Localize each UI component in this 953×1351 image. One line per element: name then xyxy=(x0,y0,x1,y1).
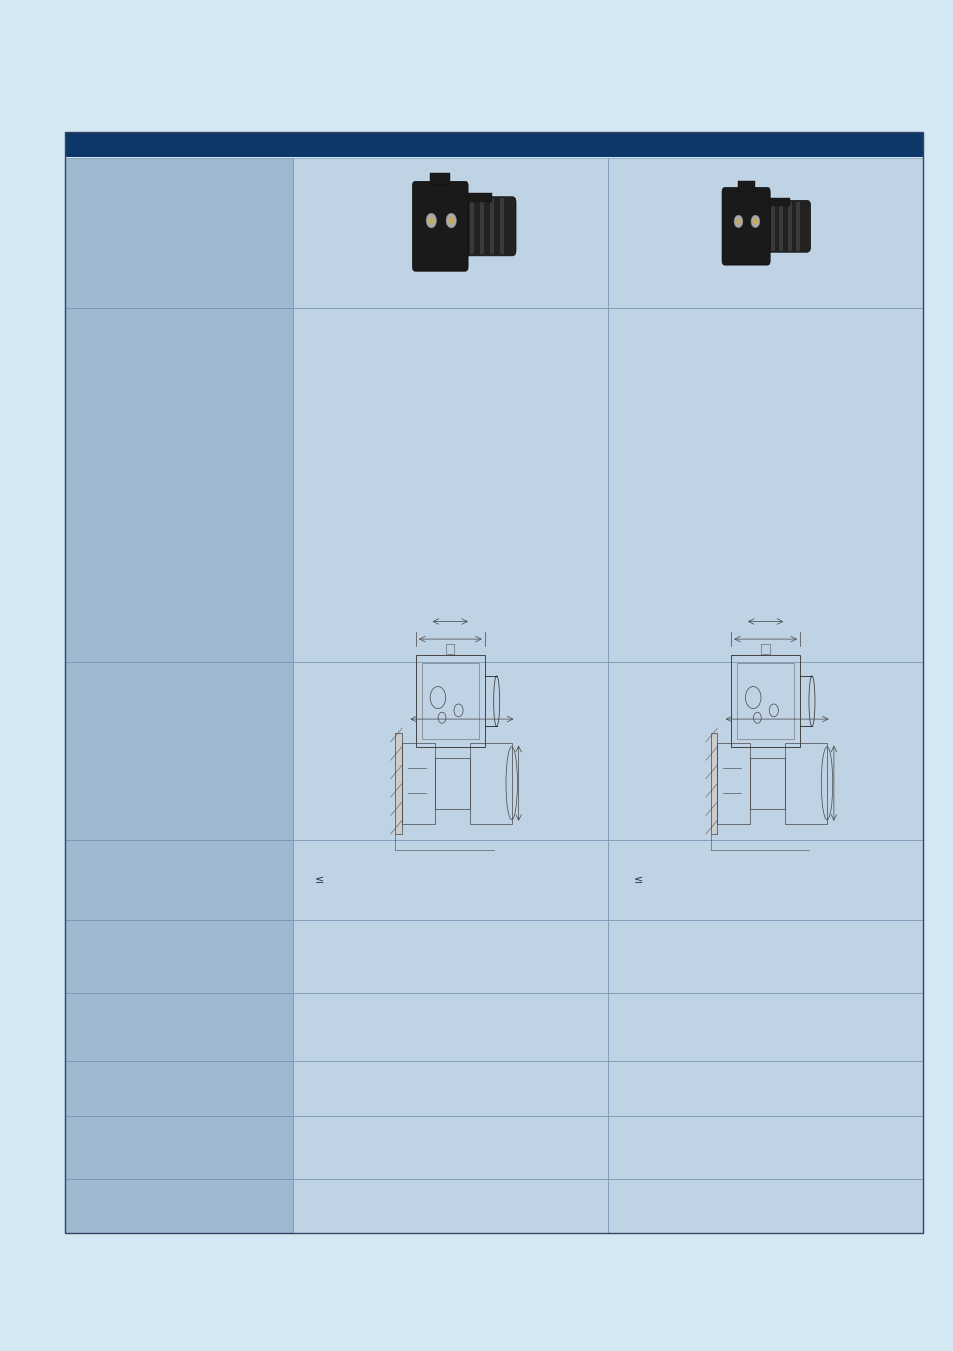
Bar xyxy=(293,308,607,662)
Circle shape xyxy=(426,213,436,228)
Bar xyxy=(293,662,607,840)
Bar xyxy=(607,308,923,662)
Bar xyxy=(65,920,293,993)
Bar xyxy=(779,201,782,251)
FancyBboxPatch shape xyxy=(721,188,769,265)
Bar xyxy=(65,158,293,308)
Bar xyxy=(760,644,769,654)
Bar xyxy=(768,199,789,205)
Bar xyxy=(607,158,923,308)
Bar xyxy=(65,993,293,1061)
Bar xyxy=(65,1116,293,1179)
Bar xyxy=(293,993,607,1061)
Bar xyxy=(796,201,800,251)
Bar xyxy=(787,201,791,251)
Text: ≤: ≤ xyxy=(633,875,642,885)
Circle shape xyxy=(449,218,453,224)
Bar xyxy=(65,1179,293,1233)
Bar xyxy=(770,201,774,251)
Bar xyxy=(607,1061,923,1116)
FancyBboxPatch shape xyxy=(458,197,516,255)
Bar xyxy=(430,173,450,185)
Bar xyxy=(784,743,826,824)
Circle shape xyxy=(736,219,740,224)
Bar xyxy=(730,655,799,747)
Bar xyxy=(65,132,923,157)
Bar xyxy=(65,1061,293,1116)
Bar xyxy=(470,743,511,824)
Bar xyxy=(479,199,483,254)
Bar xyxy=(607,993,923,1061)
Bar xyxy=(293,1116,607,1179)
Circle shape xyxy=(750,215,759,228)
Bar xyxy=(607,920,923,993)
Bar xyxy=(293,920,607,993)
Bar xyxy=(469,199,473,254)
Circle shape xyxy=(733,215,742,228)
Bar xyxy=(416,655,484,747)
Circle shape xyxy=(429,218,434,224)
Bar xyxy=(607,1116,923,1179)
Circle shape xyxy=(753,219,757,224)
Bar xyxy=(401,743,435,824)
Bar xyxy=(395,732,401,834)
Bar xyxy=(293,840,607,920)
Bar xyxy=(65,132,923,1233)
Bar xyxy=(65,308,293,662)
Bar xyxy=(293,1179,607,1233)
Circle shape xyxy=(446,213,456,228)
Bar xyxy=(65,840,293,920)
Bar xyxy=(293,1061,607,1116)
Bar xyxy=(293,158,607,308)
Bar xyxy=(607,662,923,840)
FancyBboxPatch shape xyxy=(760,200,810,253)
Bar xyxy=(717,743,749,824)
Bar xyxy=(710,732,717,834)
Bar xyxy=(736,663,793,739)
Bar xyxy=(435,758,470,809)
Bar xyxy=(607,840,923,920)
Bar xyxy=(65,662,293,840)
Bar xyxy=(499,199,503,254)
Text: ≤: ≤ xyxy=(314,875,324,885)
Bar xyxy=(446,644,454,654)
Bar xyxy=(489,199,493,254)
Bar xyxy=(421,663,478,739)
Bar xyxy=(607,1179,923,1233)
Bar xyxy=(749,758,784,809)
Bar xyxy=(467,193,492,203)
Bar xyxy=(737,181,754,192)
FancyBboxPatch shape xyxy=(412,181,468,272)
